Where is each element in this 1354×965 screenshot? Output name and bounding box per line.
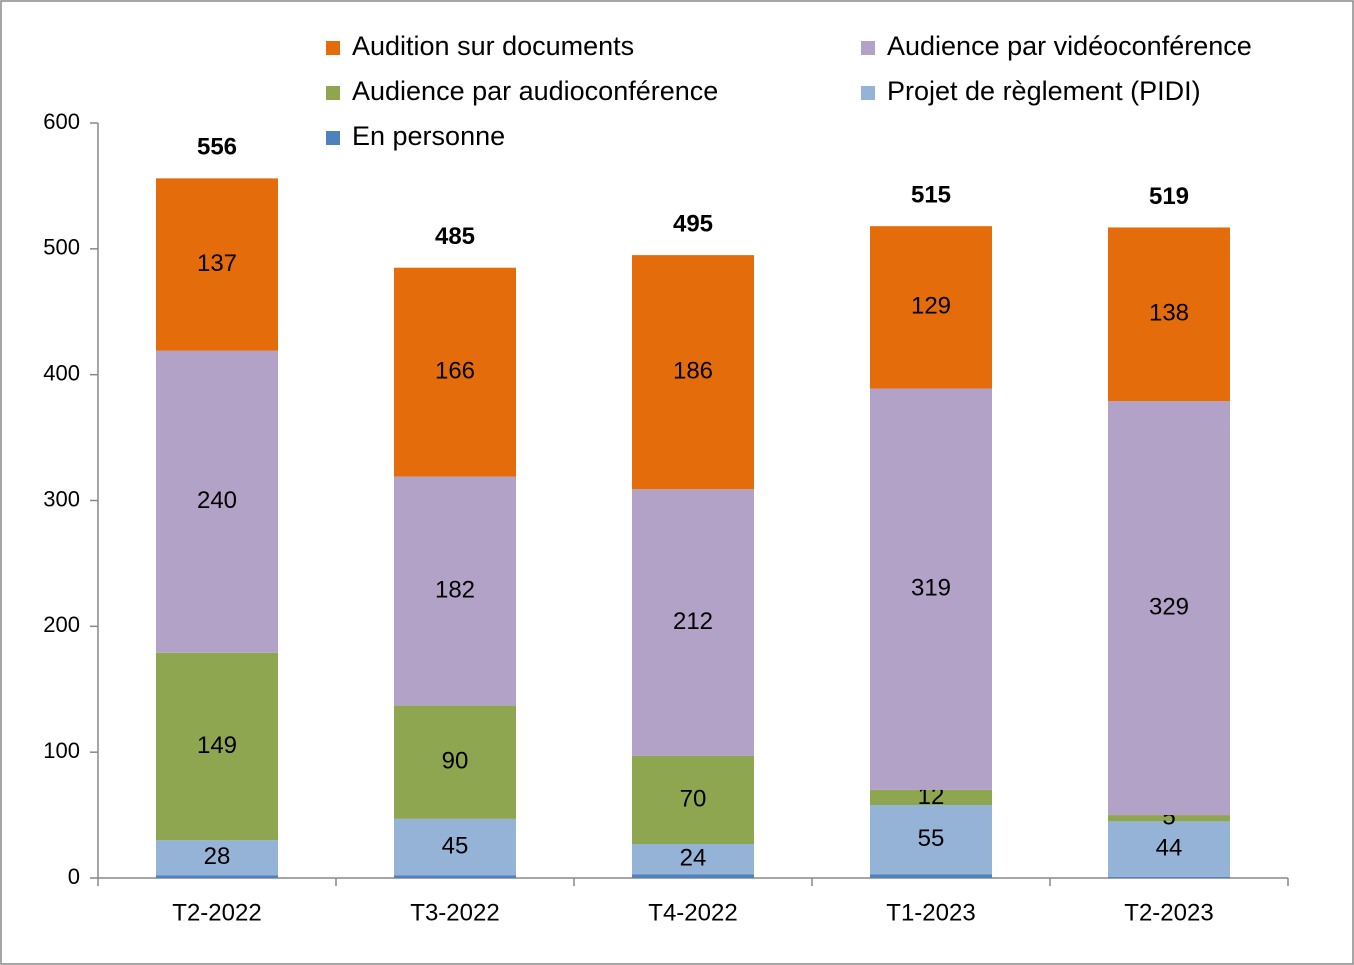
x-tick-label: T1-2023 bbox=[886, 899, 975, 926]
data-label: 186 bbox=[673, 357, 713, 384]
data-label: 55 bbox=[918, 825, 945, 852]
data-label: 319 bbox=[911, 575, 951, 602]
total-label: 485 bbox=[435, 223, 475, 250]
legend-label: Projet de règlement (PIDI) bbox=[887, 76, 1201, 106]
legend-label: Audience par audioconférence bbox=[352, 76, 718, 106]
data-label: 28 bbox=[204, 843, 231, 870]
data-label: 24 bbox=[680, 844, 707, 871]
total-label: 515 bbox=[911, 182, 951, 209]
data-label: 44 bbox=[1156, 834, 1183, 861]
bar-segment bbox=[870, 805, 992, 875]
data-label: 129 bbox=[911, 293, 951, 320]
bar-segment bbox=[1108, 821, 1230, 877]
bar-segment bbox=[632, 255, 754, 490]
legend-label: Audition sur documents bbox=[352, 31, 634, 61]
bar-segment bbox=[870, 874, 992, 878]
data-label: 70 bbox=[680, 785, 707, 812]
bar-segment bbox=[156, 652, 278, 841]
bar-segment bbox=[632, 874, 754, 878]
legend-label: Audience par vidéoconférence bbox=[887, 31, 1252, 61]
bar-segment bbox=[1108, 227, 1230, 402]
y-tick-label: 400 bbox=[43, 360, 80, 385]
data-label: 138 bbox=[1149, 300, 1189, 327]
legend-label: En personne bbox=[352, 121, 505, 151]
bar-segment bbox=[394, 476, 516, 706]
total-label: 519 bbox=[1149, 183, 1189, 210]
y-tick-label: 300 bbox=[43, 486, 80, 511]
bar-segment bbox=[1108, 876, 1230, 878]
bar-segment bbox=[156, 350, 278, 653]
data-label: 182 bbox=[435, 576, 475, 603]
data-label: 137 bbox=[197, 250, 237, 277]
data-label: 90 bbox=[442, 748, 469, 775]
legend-swatch bbox=[861, 41, 875, 55]
bar-segment bbox=[156, 875, 278, 878]
data-label: 149 bbox=[197, 732, 237, 759]
bar-segment bbox=[394, 875, 516, 878]
y-tick-label: 600 bbox=[43, 109, 80, 134]
bar-segment bbox=[870, 388, 992, 790]
y-tick-label: 200 bbox=[43, 612, 80, 637]
y-tick-label: 100 bbox=[43, 738, 80, 763]
data-label: 45 bbox=[442, 833, 469, 860]
y-tick-label: 0 bbox=[68, 864, 80, 889]
data-label: 212 bbox=[673, 608, 713, 635]
bar-segment bbox=[632, 844, 754, 875]
data-label: 240 bbox=[197, 487, 237, 514]
x-tick-label: T2-2022 bbox=[172, 899, 261, 926]
bar-segment bbox=[870, 226, 992, 389]
x-tick-label: T3-2022 bbox=[410, 899, 499, 926]
x-tick-label: T4-2022 bbox=[648, 899, 737, 926]
bar-segment bbox=[870, 789, 992, 806]
x-tick-label: T2-2023 bbox=[1124, 899, 1213, 926]
data-label: 166 bbox=[435, 357, 475, 384]
legend-swatch bbox=[326, 131, 340, 145]
bar-segment bbox=[1108, 815, 1230, 822]
bar-segment bbox=[394, 267, 516, 477]
total-label: 495 bbox=[673, 210, 713, 237]
bar-segment bbox=[632, 755, 754, 845]
bar-segment bbox=[156, 840, 278, 876]
bar-segment bbox=[156, 178, 278, 351]
data-label: 329 bbox=[1149, 593, 1189, 620]
bar-segment bbox=[1108, 401, 1230, 816]
bar-segment bbox=[394, 705, 516, 819]
legend-swatch bbox=[326, 86, 340, 100]
bar-segment bbox=[394, 818, 516, 876]
legend-swatch bbox=[861, 86, 875, 100]
bar-segment bbox=[632, 489, 754, 756]
legend-swatch bbox=[326, 41, 340, 55]
y-tick-label: 500 bbox=[43, 235, 80, 260]
total-label: 556 bbox=[197, 134, 237, 161]
